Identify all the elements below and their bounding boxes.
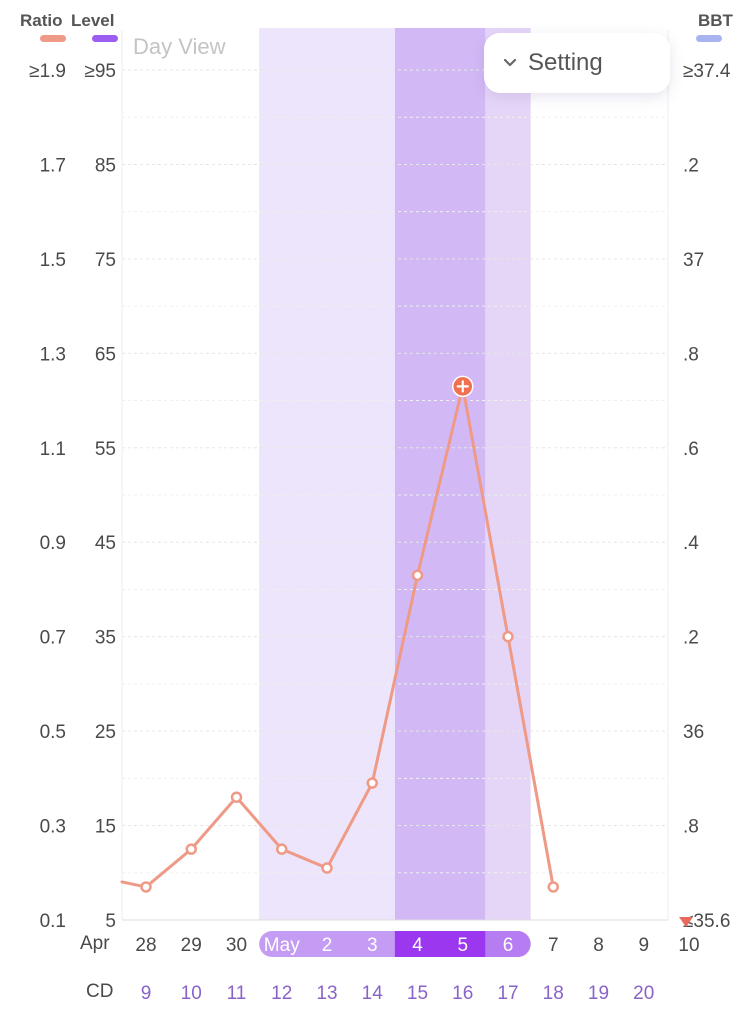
- legend-ratio-label: Ratio: [20, 11, 63, 30]
- today-marker-icon: [679, 917, 693, 927]
- date-tick-label: 3: [367, 935, 378, 956]
- level-tick-label: 75: [95, 250, 116, 271]
- date-tick-label: 2: [322, 935, 333, 956]
- date-tick-label: 28: [135, 935, 156, 956]
- ratio-data-point: [230, 791, 243, 803]
- cycle-day-label: 16: [452, 983, 473, 1004]
- bbt-tick-label: .8: [683, 817, 699, 838]
- month-row-label: Apr: [80, 933, 110, 954]
- ratio-tick-label: 0.7: [40, 628, 66, 649]
- date-tick-label: 6: [503, 935, 514, 956]
- ratio-tick-label: 0.9: [40, 533, 66, 554]
- highlight-band-fertile: [259, 28, 395, 920]
- cycle-day-label: 13: [316, 983, 337, 1004]
- cycle-day-label: 19: [588, 983, 609, 1004]
- cycle-day-label: 18: [543, 983, 564, 1004]
- ratio-data-point: [185, 843, 197, 855]
- legend-level-label: Level: [71, 11, 115, 30]
- date-tick-label: 8: [593, 935, 604, 956]
- high-date-pill: [485, 931, 531, 957]
- level-tick-label: 15: [95, 817, 116, 838]
- ratio-data-point: [276, 843, 288, 855]
- legend-level-swatch: [92, 35, 118, 42]
- date-tick-label: 29: [181, 935, 202, 956]
- ratio-tick-label: 1.5: [40, 250, 66, 271]
- date-tick-label: 7: [548, 935, 559, 956]
- date-tick-label: 5: [457, 935, 468, 956]
- ratio-data-point: [140, 881, 152, 893]
- ratio-tick-label: 1.7: [40, 155, 66, 176]
- level-tick-label: ≥95: [84, 61, 116, 82]
- level-tick-label: 55: [95, 439, 116, 460]
- highlight-band-peak: [394, 28, 486, 920]
- bbt-tick-label: .8: [683, 344, 699, 365]
- setting-label: Setting: [528, 49, 603, 76]
- peak-date-pill: [394, 931, 486, 957]
- ratio-tick-label: 1.1: [40, 439, 66, 460]
- date-tick-label: 30: [226, 935, 247, 956]
- cycle-day-row-label: CD: [86, 981, 114, 1002]
- bbt-tick-label: 37: [683, 250, 704, 271]
- cycle-day-label: 9: [141, 983, 152, 1004]
- level-tick-label: 65: [95, 344, 116, 365]
- ratio-data-point: [502, 630, 514, 643]
- cycle-day-label: 20: [633, 983, 654, 1004]
- bbt-tick-label: .2: [683, 155, 699, 176]
- ratio-data-point: [411, 569, 424, 582]
- cycle-day-label: 17: [497, 983, 518, 1004]
- ratio-data-point: [366, 777, 378, 789]
- date-tick-label: 4: [412, 935, 423, 956]
- cycle-day-label: 14: [362, 983, 384, 1004]
- date-tick-label: 9: [638, 935, 649, 956]
- level-tick-label: 25: [95, 722, 116, 743]
- legend-bbt-swatch: [696, 35, 722, 42]
- chevron-down-icon: [503, 58, 517, 67]
- setting-button[interactable]: Setting: [484, 33, 670, 93]
- legend-bbt-label: BBT: [698, 11, 733, 30]
- level-tick-label: 45: [95, 533, 116, 554]
- ratio-data-point: [547, 881, 559, 893]
- bbt-tick-label: 36: [683, 722, 704, 743]
- level-tick-label: 5: [105, 911, 116, 932]
- cycle-day-label: 12: [271, 983, 292, 1004]
- level-tick-label: 35: [95, 628, 116, 649]
- bbt-tick-label: ≥37.4: [683, 61, 731, 82]
- legend-ratio-swatch: [40, 35, 66, 42]
- cycle-day-label: 15: [407, 983, 428, 1004]
- ratio-tick-label: 1.3: [40, 344, 66, 365]
- ratio-data-point: [321, 862, 333, 874]
- ratio-tick-label: 0.1: [40, 911, 66, 932]
- bbt-tick-label: .4: [683, 533, 699, 554]
- bbt-tick-label: ≤35.6: [683, 911, 730, 932]
- day-view-toggle[interactable]: Day View: [133, 34, 226, 59]
- date-tick-label: May: [264, 935, 300, 956]
- ratio-tick-label: 0.5: [40, 722, 66, 743]
- cycle-day-label: 10: [181, 983, 202, 1004]
- date-tick-label: 10: [678, 935, 699, 956]
- plus-icon: [456, 380, 469, 393]
- highlight-band-high: [485, 28, 531, 920]
- bbt-tick-label: .2: [683, 628, 699, 649]
- level-tick-label: 85: [95, 155, 116, 176]
- ratio-tick-label: 0.3: [40, 817, 66, 838]
- bbt-tick-label: .6: [683, 439, 699, 460]
- ratio-tick-label: ≥1.9: [29, 61, 66, 82]
- cycle-day-label: 11: [227, 983, 247, 1004]
